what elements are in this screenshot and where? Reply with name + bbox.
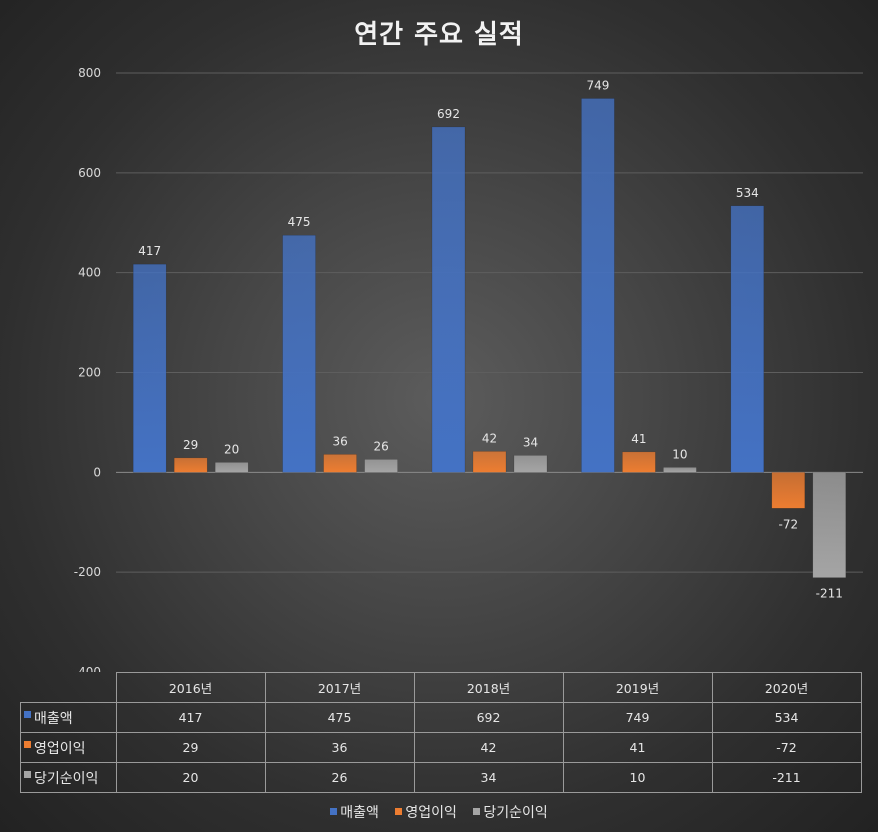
bar-operating-profit — [472, 451, 507, 473]
bar-revenue — [730, 205, 765, 473]
series-name: 영업이익 — [34, 740, 86, 757]
data-label: 42 — [482, 431, 497, 445]
y-tick-label: 600 — [78, 166, 101, 180]
table-cell: -211 — [711, 762, 862, 793]
table-cell: 29 — [115, 732, 266, 763]
bar-net-income — [364, 459, 398, 473]
data-label: 29 — [183, 438, 198, 452]
table-cell: -72 — [711, 732, 862, 763]
table-row-revenue: 매출액 417 475 692 749 534 — [20, 702, 862, 733]
data-table: 2016년 2017년 2018년 2019년 2020년 매출액 417 47… — [20, 672, 862, 793]
table-cell: 534 — [711, 702, 862, 733]
table-cell: 475 — [264, 702, 415, 733]
table-cell: 41 — [562, 732, 713, 763]
y-tick-label: 400 — [78, 266, 101, 280]
table-row-label: 당기순이익 — [20, 762, 117, 793]
legend-swatch — [330, 808, 338, 815]
bar-net-income — [513, 455, 548, 473]
data-label: -211 — [816, 587, 843, 601]
data-label: 34 — [523, 435, 538, 449]
legend: 매출액 영업이익 당기순이익 — [0, 802, 878, 822]
table-cell: 36 — [264, 732, 415, 763]
table-header-row: 2016년 2017년 2018년 2019년 2020년 — [20, 672, 862, 703]
legend-swatch — [473, 808, 481, 815]
table-corner — [20, 672, 117, 703]
y-tick-label: -200 — [74, 565, 101, 579]
data-label: 36 — [332, 434, 347, 448]
bar-net-income — [663, 467, 697, 473]
series-name: 당기순이익 — [34, 770, 99, 787]
bar-net-income — [214, 462, 249, 473]
series-key-operating-profit — [24, 740, 31, 748]
y-tick-label: 200 — [78, 366, 101, 380]
table-header-2016: 2016년 — [115, 672, 266, 703]
table-row-label: 영업이익 — [20, 732, 117, 763]
table-header-2019: 2019년 — [562, 672, 713, 703]
bar-operating-profit — [173, 457, 208, 473]
legend-item-revenue: 매출액 — [330, 802, 379, 822]
data-label: 417 — [138, 244, 161, 258]
legend-swatch — [395, 808, 403, 815]
table-row-label: 매출액 — [20, 702, 117, 733]
bar-operating-profit — [323, 454, 357, 473]
table-row-operating-profit: 영업이익 29 36 42 41 -72 — [20, 732, 862, 763]
table-cell: 417 — [115, 702, 266, 733]
y-tick-label: 0 — [93, 465, 101, 479]
legend-label: 당기순이익 — [483, 805, 548, 821]
data-label: 26 — [373, 439, 388, 453]
table-cell: 749 — [562, 702, 713, 733]
data-label: -72 — [778, 517, 798, 531]
table-header-2018: 2018년 — [413, 672, 564, 703]
table-cell: 42 — [413, 732, 564, 763]
table-cell: 20 — [115, 762, 266, 793]
legend-label: 영업이익 — [405, 805, 457, 821]
table-header-2017: 2017년 — [264, 672, 415, 703]
table-row-net-income: 당기순이익 20 26 34 10 -211 — [20, 762, 862, 793]
bar-operating-profit — [622, 451, 656, 473]
table-cell: 34 — [413, 762, 564, 793]
legend-item-net-income: 당기순이익 — [473, 802, 548, 822]
data-label: 20 — [224, 442, 239, 456]
series-name: 매출액 — [34, 710, 73, 727]
y-tick-label: -400 — [74, 665, 101, 672]
legend-item-operating-profit: 영업이익 — [395, 802, 457, 822]
bar-revenue — [132, 263, 167, 473]
bar-revenue — [581, 98, 615, 473]
y-tick-label: 800 — [78, 66, 101, 80]
legend-label: 매출액 — [340, 805, 379, 821]
chart-title: 연간 주요 실적 — [354, 20, 524, 50]
data-label: 534 — [736, 186, 759, 200]
data-label: 41 — [631, 432, 646, 446]
plot-area: -400 -200 0 200 400 600 800 417 29 20 475 36 26 692 42… — [74, 66, 863, 672]
table-header-2020: 2020년 — [711, 672, 862, 703]
data-label: 692 — [437, 107, 460, 121]
table-cell: 26 — [264, 762, 415, 793]
bar-net-income — [812, 472, 847, 578]
table-cell: 692 — [413, 702, 564, 733]
bar-operating-profit — [771, 472, 806, 509]
data-label: 749 — [586, 78, 609, 92]
bar-revenue — [282, 234, 316, 473]
data-label: 10 — [672, 447, 687, 461]
table-cell: 10 — [562, 762, 713, 793]
series-key-net-income — [24, 770, 31, 778]
data-label: 475 — [288, 215, 311, 229]
bar-revenue — [431, 126, 466, 473]
series-key-revenue — [24, 710, 31, 718]
